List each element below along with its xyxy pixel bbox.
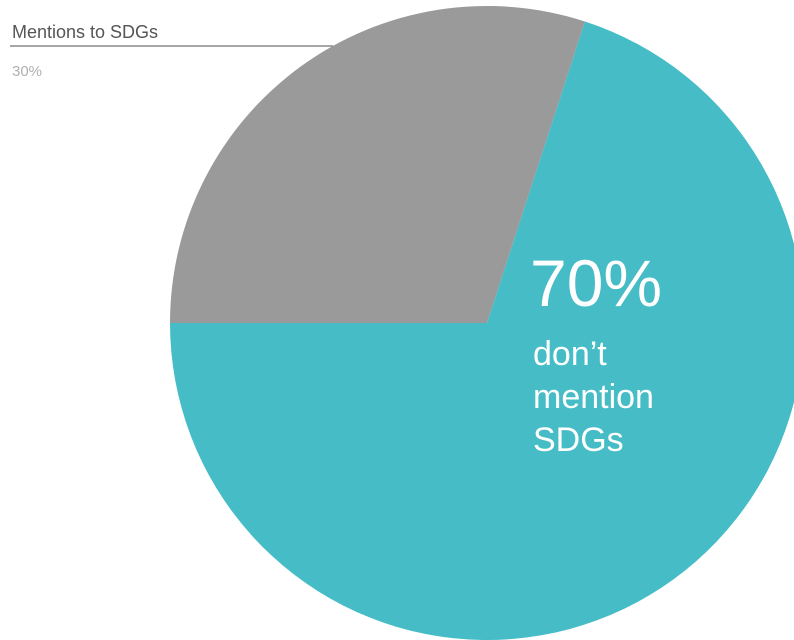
- pie-slice-mentions-to-sdgs: [170, 5, 585, 323]
- slice-label-line-1: don’t: [533, 335, 607, 373]
- slices-layer: [170, 5, 794, 640]
- pie-slice-dont-mention-sdgs: [170, 21, 794, 640]
- slice-label-line-3: SDGs: [533, 421, 624, 459]
- slice-label-mentions-to-sdgs: Mentions to SDGs: [12, 22, 158, 42]
- slice-label-line-2: mention: [533, 378, 654, 416]
- slice-value-dont-mention-sdgs: 70%: [530, 246, 662, 320]
- slice-value-mentions-to-sdgs: 30%: [12, 63, 42, 80]
